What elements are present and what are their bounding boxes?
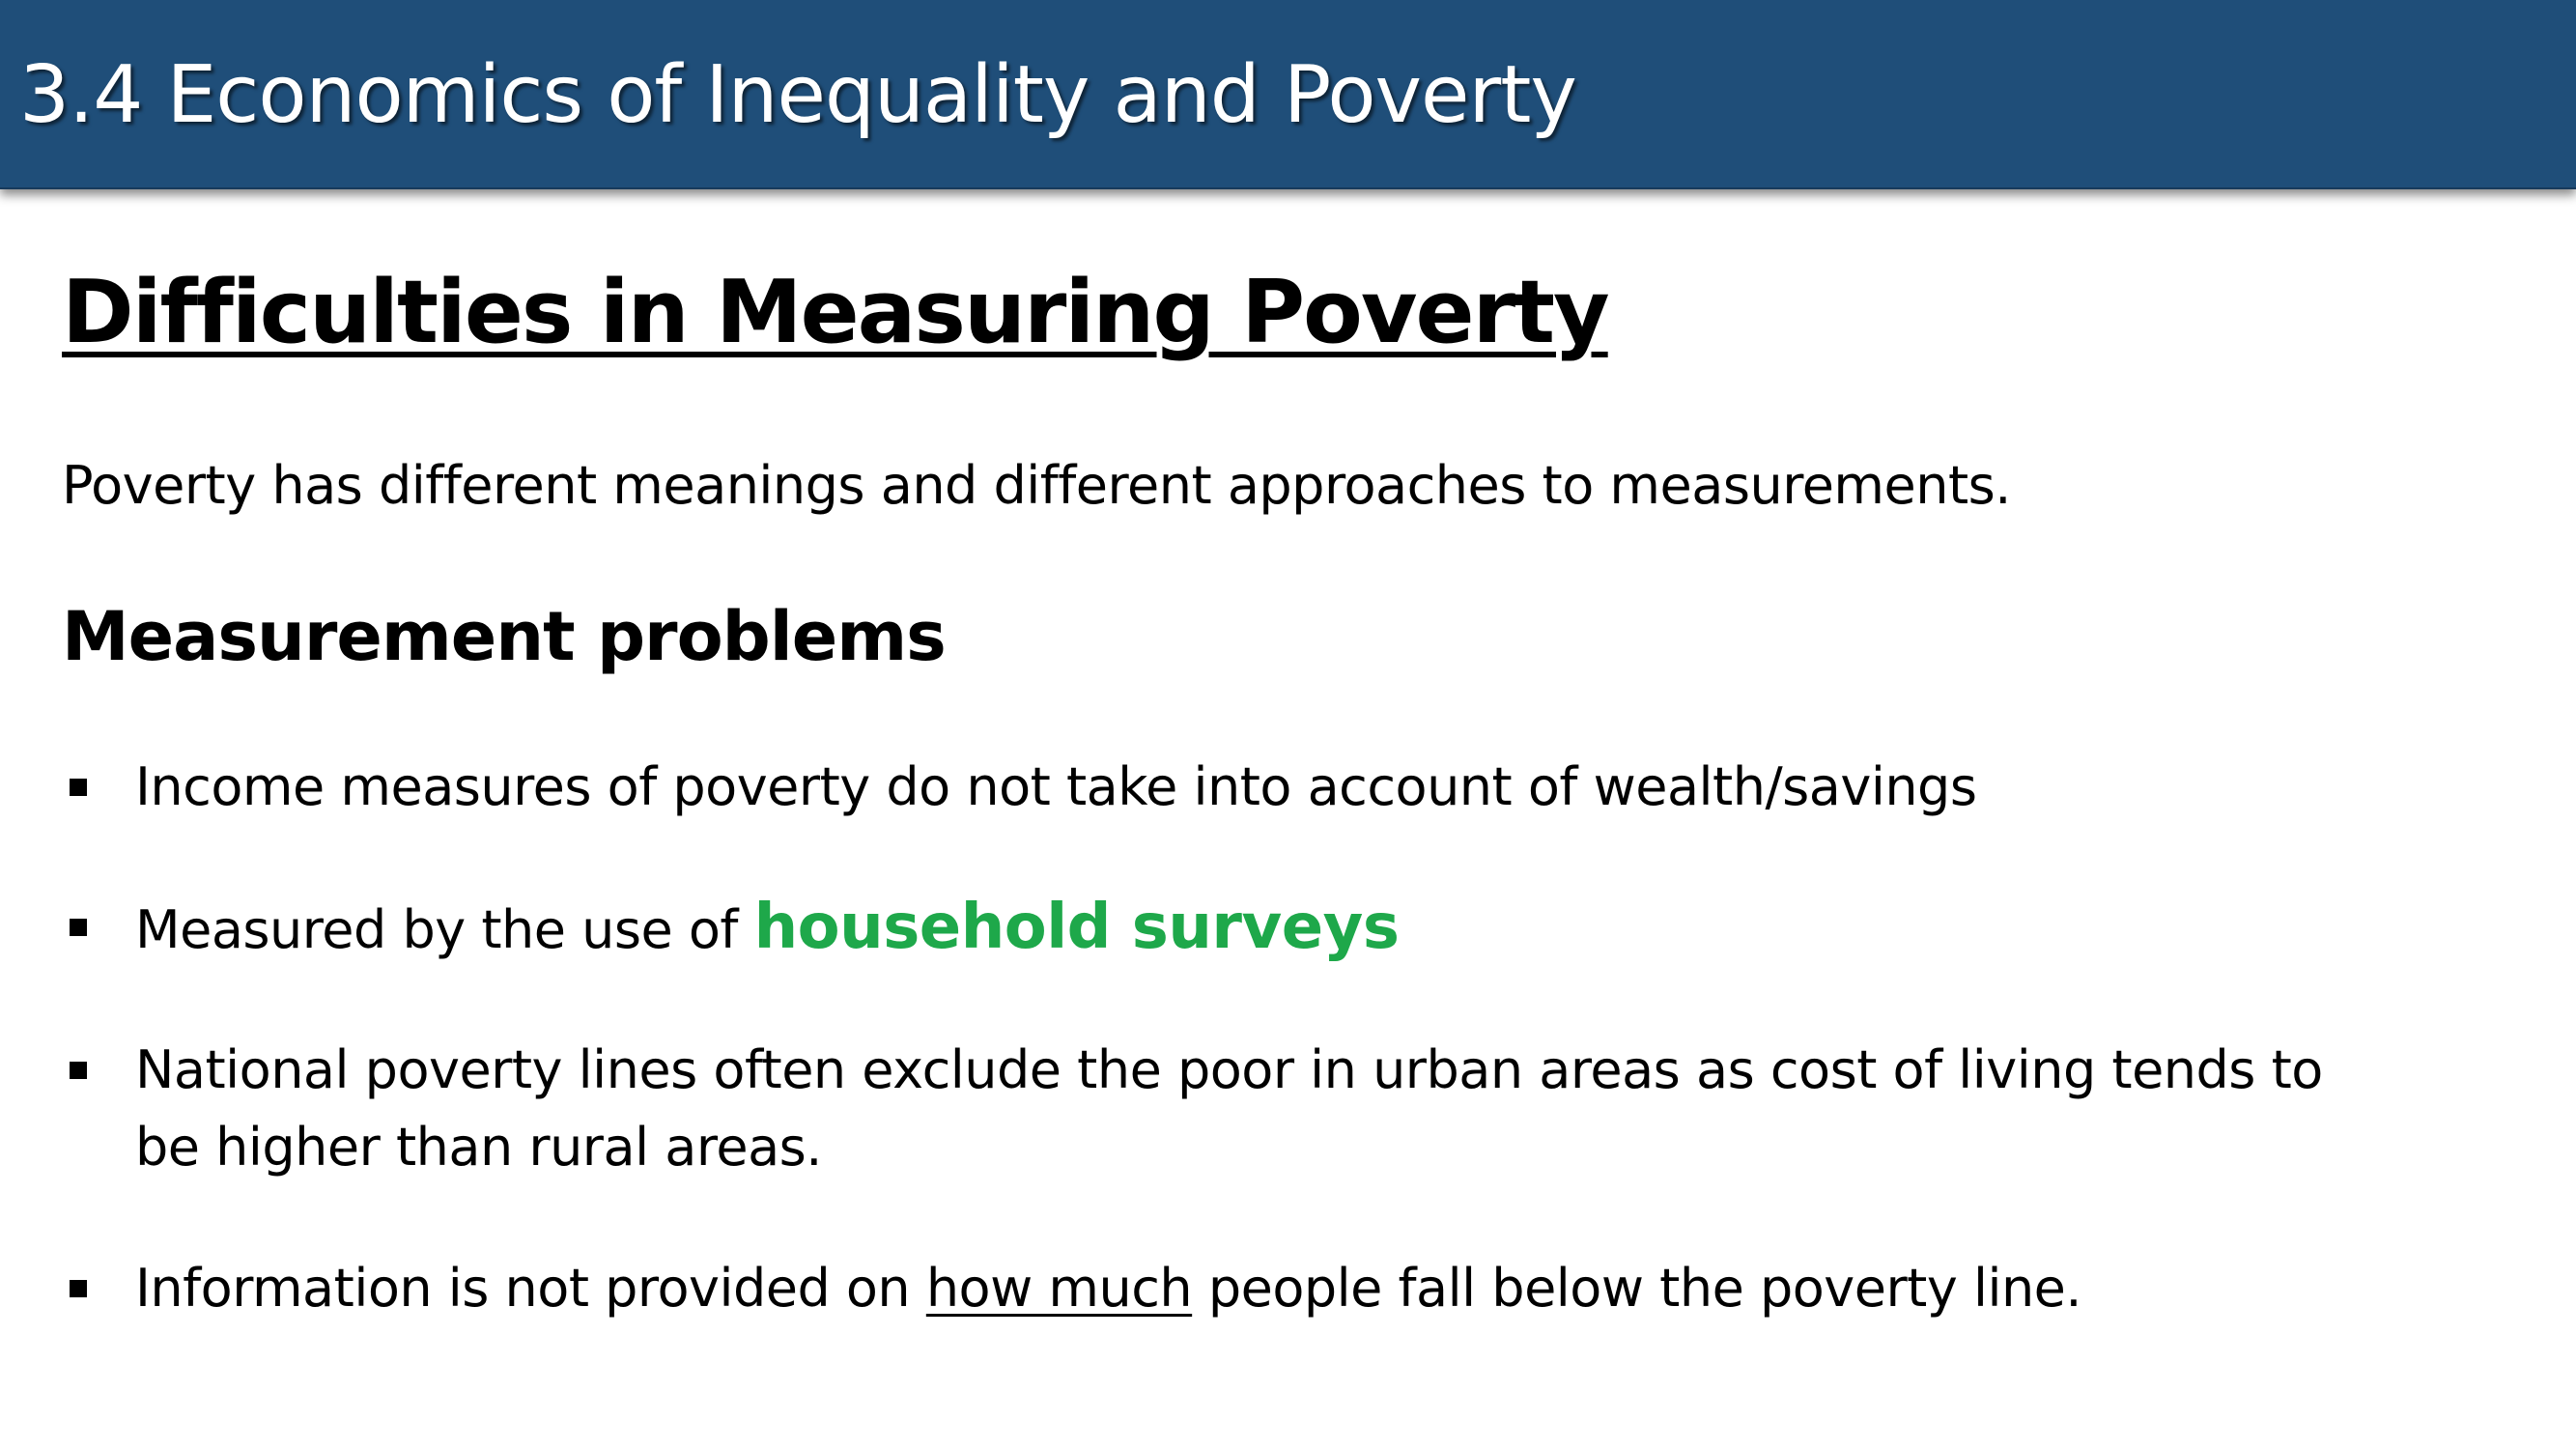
bullet-text: Measured by the use of household surveys: [135, 889, 2453, 969]
square-bullet-icon: [70, 1062, 87, 1079]
bullet-text: National poverty lines often exclude the…: [135, 1032, 2453, 1186]
bullet-text-line-1: National poverty lines often exclude the…: [135, 1039, 2323, 1100]
bullet-text-prefix: Information is not provided on: [135, 1258, 926, 1319]
square-bullet-icon: [70, 1280, 87, 1297]
title-bar: 3.4 Economics of Inequality and Poverty: [0, 0, 2576, 189]
bullet-text: Information is not provided on how much …: [135, 1250, 2453, 1327]
bullet-text-prefix: Measured by the use of: [135, 899, 754, 960]
bullet-text: Income measures of poverty do not take i…: [135, 756, 1977, 817]
section-subheading: Measurement problems: [62, 597, 947, 676]
highlighted-term: household surveys: [753, 892, 1400, 963]
bullet-text-line-2: be higher than rural areas.: [135, 1117, 822, 1178]
slide-heading: Difficulties in Measuring Poverty: [62, 262, 1610, 363]
bullet-text-suffix: people fall below the poverty line.: [1192, 1258, 2082, 1319]
underlined-phrase: how much: [925, 1258, 1193, 1319]
slide-section-title: 3.4 Economics of Inequality and Poverty: [19, 49, 1577, 141]
intro-paragraph: Poverty has different meanings and diffe…: [62, 455, 2011, 516]
square-bullet-icon: [70, 919, 87, 936]
square-bullet-icon: [70, 779, 87, 796]
